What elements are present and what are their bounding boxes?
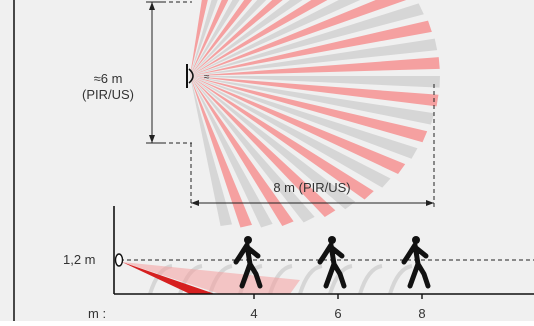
axis-tick-label: 4 <box>250 306 257 321</box>
detection-zone-wedge <box>190 0 218 76</box>
height-dimension <box>146 1 192 144</box>
detection-zone-wedge <box>190 76 391 188</box>
axis-tick-label: 6 <box>334 306 341 321</box>
detection-zone-wedge <box>190 76 435 125</box>
detection-zone-wedge <box>190 38 438 76</box>
person-walking-icon <box>401 236 431 289</box>
detection-zone-wedge <box>190 76 440 88</box>
detection-zone-wedge <box>190 76 374 200</box>
detection-zone-wedge <box>190 76 428 143</box>
axis-tick-label: 8 <box>418 306 425 321</box>
side-view-axes <box>113 206 534 295</box>
detection-zone-wedge <box>190 76 252 228</box>
height-value-label: ≈6 m <box>94 71 123 86</box>
detection-zone-wedge <box>190 76 439 107</box>
detection-zone-wedge <box>190 0 361 76</box>
detection-zone-wedge <box>190 0 328 76</box>
side-zone-arc <box>358 264 383 295</box>
detection-zone-wedge <box>190 20 432 76</box>
person-walking-icon <box>317 236 347 289</box>
detection-zone-wedge <box>190 76 294 226</box>
detection-zone-wedge <box>190 76 336 217</box>
detection-zone-wedge <box>190 3 424 76</box>
range-dimension <box>190 84 435 208</box>
side-zone-arc <box>388 264 413 295</box>
mount-height-label: 1,2 m <box>63 252 96 267</box>
side-zone-near <box>122 262 215 294</box>
detection-zone-wedge <box>190 76 418 159</box>
detector-side-icon <box>114 253 124 267</box>
detection-zone-wedge <box>190 0 267 76</box>
detection-zone-wedge <box>190 76 315 223</box>
detection-zone-wedge <box>190 76 273 228</box>
detection-zone-wedge <box>190 76 233 227</box>
detection-zone-wedge <box>190 0 208 76</box>
detection-zone-wedge <box>190 76 356 210</box>
detection-zone-wedge <box>190 76 406 174</box>
axis-unit-label: m : <box>88 306 106 321</box>
approx-symbol: ≈ <box>204 72 210 83</box>
range-label: 8 m (PIR/US) <box>273 180 350 195</box>
detector-icon <box>186 64 194 88</box>
person-walking-icon <box>233 236 263 289</box>
distance-axis-ticks: 4 6 8 <box>250 294 426 321</box>
detection-zone-wedge <box>190 57 440 76</box>
height-tech-label: (PIR/US) <box>82 87 134 102</box>
top-view-detection-fan <box>190 0 440 228</box>
side-zone-light <box>122 262 300 294</box>
walking-persons <box>233 236 431 289</box>
side-zone-arc <box>298 264 323 295</box>
side-view-detection <box>122 262 413 295</box>
